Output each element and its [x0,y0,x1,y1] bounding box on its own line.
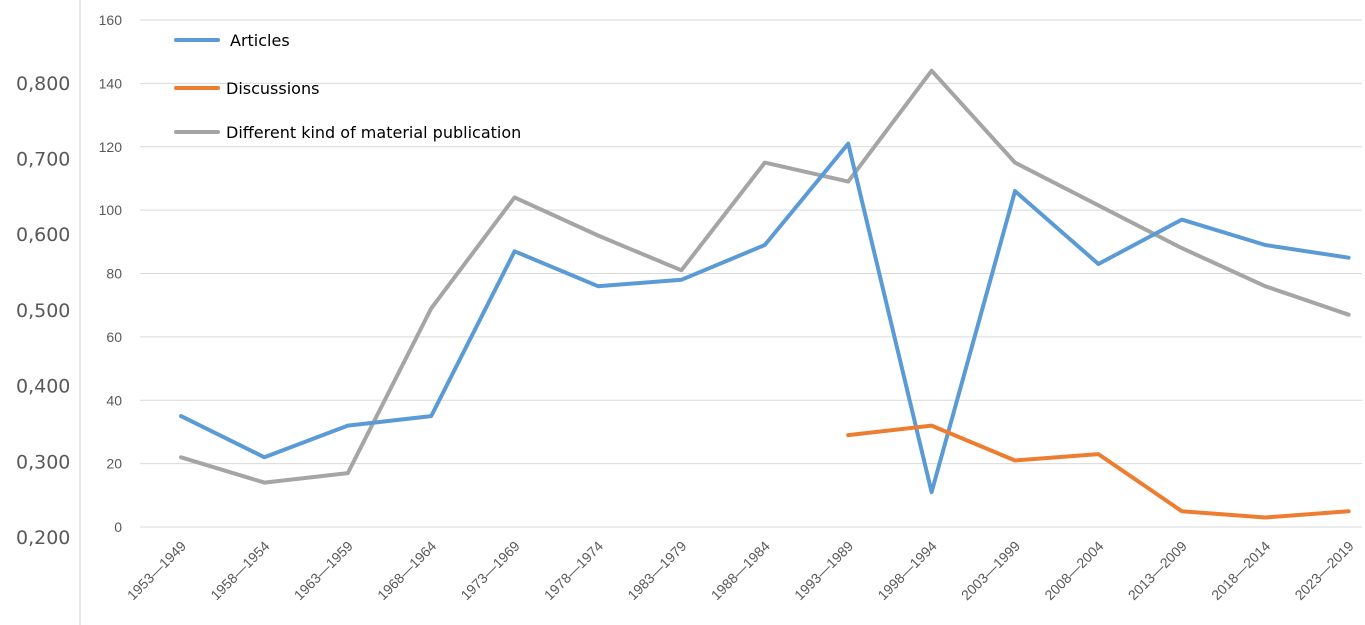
right-axis-tick-label: 160 [99,12,123,28]
left-axis-tick-label: 0,800 [16,73,70,95]
legend-label: Articles [230,31,290,50]
category-tick-label: 1963—1959 [291,538,356,603]
left-axis-tick-label: 0,200 [16,527,70,549]
category-tick-label: 2003—1999 [958,538,1023,603]
right-axis-tick-label: 60 [106,329,122,345]
series-line-articles [179,141,1351,495]
left-axis-tick-label: 0,600 [16,224,70,246]
right-axis-tick-label: 120 [99,139,123,155]
category-tick-label: 1993—1989 [791,538,856,603]
legend-label: Different kind of material publication [226,123,521,142]
category-tick-label: 1978—1974 [541,538,606,603]
right-axis-tick-label: 0 [114,519,122,535]
legend: Articles Discussions Different kind of mat… [174,31,521,142]
legend-label: Discussions [226,79,319,98]
category-axis-ticks: 1953—1949 1958—1954 1963—1959 1968—1964 1973… [124,538,1357,603]
category-tick-label: 2023—2019 [1291,538,1356,603]
category-tick-label: 1958—1954 [207,538,272,603]
category-tick-label: 2018—2014 [1208,538,1273,603]
series-line-discussions [846,423,1351,520]
category-tick-label: 1998—1994 [874,538,939,603]
right-axis-tick-label: 40 [106,392,122,408]
category-tick-label: 1988—1984 [708,538,773,603]
left-axis-tick-label: 0,400 [16,376,70,398]
right-axis-tick-label: 100 [99,202,123,218]
left-axis-tick-label: 0,300 [16,451,70,473]
left-axis-tick-label: 0,700 [16,149,70,171]
category-tick-label: 2013—2009 [1125,538,1190,603]
category-tick-label: 2008—2004 [1041,538,1106,603]
right-axis-tick-label: 20 [106,456,122,472]
gridlines [140,19,1362,528]
series-lines [179,68,1351,520]
left-axis-tick-label: 0,500 [16,300,70,322]
right-axis-tick-label: 140 [99,75,123,91]
right-axis-ticks: 0 20 40 60 80 100 120 140 160 [99,12,123,535]
category-tick-label: 1968—1964 [374,538,439,603]
category-tick-label: 1953—1949 [124,538,189,603]
category-tick-label: 1983—1979 [624,538,689,603]
left-axis-ticks: 0,200 0,300 0,400 0,500 0,600 0,700 0,800 [16,73,70,549]
category-tick-label: 1973—1969 [457,538,522,603]
right-axis-tick-label: 80 [106,266,122,282]
